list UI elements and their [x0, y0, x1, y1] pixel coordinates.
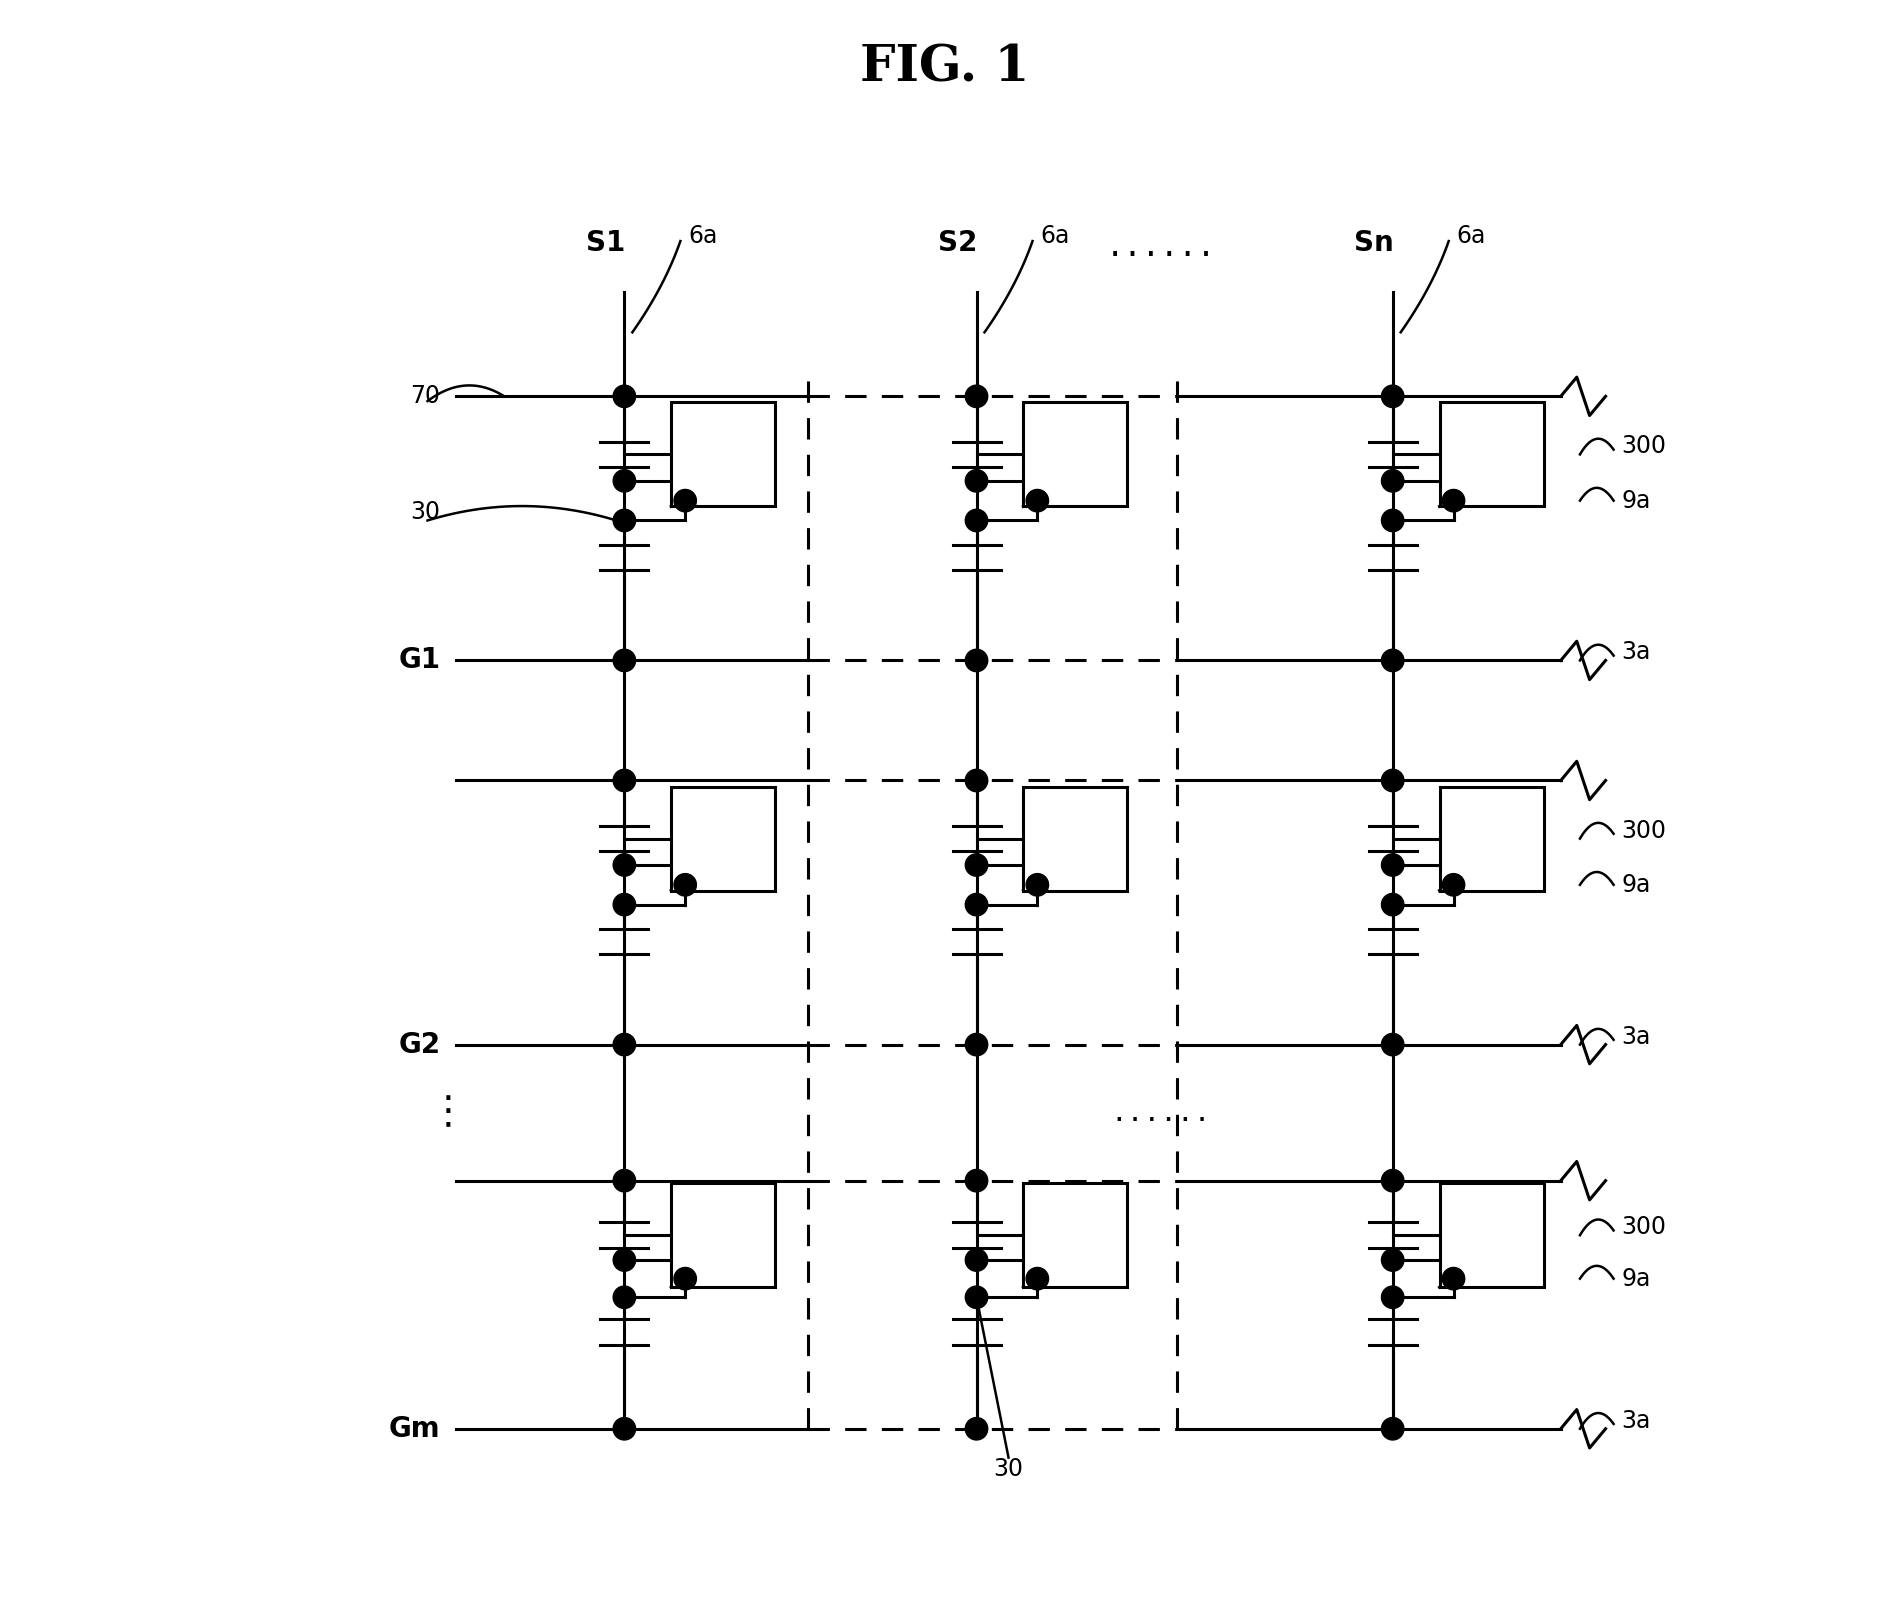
Circle shape: [965, 1249, 988, 1271]
Circle shape: [1443, 1268, 1464, 1290]
Text: FIG. 1: FIG. 1: [859, 43, 1030, 93]
Circle shape: [1381, 1249, 1404, 1271]
Circle shape: [1381, 510, 1404, 531]
Text: 300: 300: [1621, 1215, 1666, 1239]
Circle shape: [965, 470, 988, 492]
Text: G2: G2: [399, 1031, 440, 1059]
Text: 70: 70: [410, 385, 440, 409]
Text: ......: ......: [1105, 233, 1217, 262]
Circle shape: [1381, 650, 1404, 671]
Circle shape: [1381, 1286, 1404, 1308]
Circle shape: [614, 893, 635, 916]
Text: G1: G1: [399, 647, 440, 674]
Circle shape: [614, 1170, 635, 1192]
Circle shape: [1443, 874, 1464, 896]
Circle shape: [965, 1286, 988, 1308]
Circle shape: [965, 510, 988, 531]
Circle shape: [1381, 893, 1404, 916]
Circle shape: [965, 1033, 988, 1056]
Circle shape: [965, 650, 988, 671]
Text: 6a: 6a: [688, 224, 718, 248]
Bar: [1024, 402, 1128, 507]
Text: 3a: 3a: [1621, 640, 1651, 665]
Circle shape: [1381, 1418, 1404, 1440]
Circle shape: [1443, 489, 1464, 512]
Circle shape: [614, 510, 635, 531]
Text: 3a: 3a: [1621, 1409, 1651, 1432]
Bar: [1439, 787, 1543, 891]
Bar: [671, 402, 774, 507]
Bar: [1439, 402, 1543, 507]
Text: 3a: 3a: [1621, 1025, 1651, 1049]
Text: 300: 300: [1621, 434, 1666, 459]
Text: 6a: 6a: [1456, 224, 1487, 248]
Bar: [1439, 1183, 1543, 1287]
Text: S2: S2: [937, 228, 977, 257]
Text: ......: ......: [1111, 1099, 1211, 1126]
Circle shape: [965, 385, 988, 407]
Text: 300: 300: [1621, 819, 1666, 843]
Circle shape: [1381, 385, 1404, 407]
Text: 6a: 6a: [1041, 224, 1069, 248]
Circle shape: [965, 769, 988, 792]
Circle shape: [614, 650, 635, 671]
Circle shape: [614, 1033, 635, 1056]
Circle shape: [614, 1249, 635, 1271]
Circle shape: [674, 874, 697, 896]
Circle shape: [1026, 1268, 1048, 1290]
Circle shape: [965, 854, 988, 877]
Text: S1: S1: [586, 228, 625, 257]
Text: Sn: Sn: [1354, 228, 1394, 257]
Circle shape: [1381, 470, 1404, 492]
Text: 9a: 9a: [1621, 872, 1651, 896]
Circle shape: [965, 893, 988, 916]
Circle shape: [1026, 874, 1048, 896]
Bar: [671, 787, 774, 891]
Bar: [1024, 1183, 1128, 1287]
Text: 9a: 9a: [1621, 489, 1651, 513]
Circle shape: [674, 489, 697, 512]
Circle shape: [614, 1286, 635, 1308]
Bar: [1024, 787, 1128, 891]
Circle shape: [1026, 489, 1048, 512]
Circle shape: [614, 854, 635, 877]
Text: 30: 30: [410, 500, 440, 525]
Circle shape: [1381, 769, 1404, 792]
Circle shape: [965, 1170, 988, 1192]
Circle shape: [614, 769, 635, 792]
Circle shape: [614, 1418, 635, 1440]
Text: 9a: 9a: [1621, 1266, 1651, 1290]
Circle shape: [1381, 1170, 1404, 1192]
Circle shape: [614, 385, 635, 407]
Text: Gm: Gm: [389, 1414, 440, 1443]
Bar: [671, 1183, 774, 1287]
Circle shape: [965, 1418, 988, 1440]
Circle shape: [1381, 854, 1404, 877]
Text: ⋮: ⋮: [429, 1094, 468, 1131]
Circle shape: [1381, 1033, 1404, 1056]
Circle shape: [614, 470, 635, 492]
Circle shape: [674, 1268, 697, 1290]
Text: 30: 30: [994, 1456, 1024, 1480]
